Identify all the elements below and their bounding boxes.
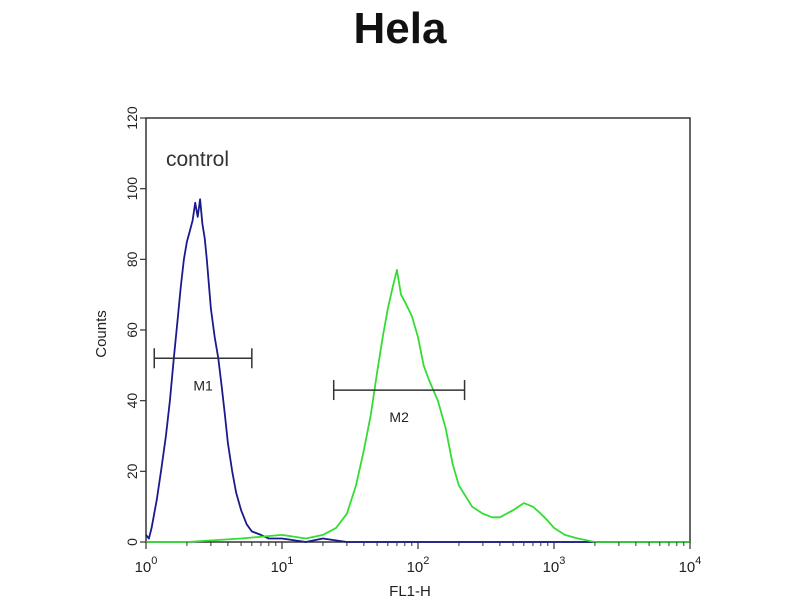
x-tick-base: 10 <box>679 559 696 576</box>
annotation-control: control <box>166 148 229 171</box>
gate-label: M1 <box>193 377 213 393</box>
x-tick-base: 10 <box>407 559 424 576</box>
y-tick-label: 60 <box>124 322 140 338</box>
x-tick-base: 10 <box>271 559 288 576</box>
histogram-series-2 <box>146 268 690 543</box>
x-tick-base: 10 <box>135 559 152 576</box>
histogram-series-1 <box>145 198 690 543</box>
y-tick-label: 120 <box>124 106 140 130</box>
x-tick-label: 104 <box>679 555 702 576</box>
plot-frame <box>145 117 691 543</box>
y-tick-label: 80 <box>124 251 140 267</box>
x-tick-label: 101 <box>271 555 294 576</box>
x-tick-exponent: 3 <box>559 555 565 567</box>
x-tick-label: 102 <box>407 555 430 576</box>
x-tick-base: 10 <box>543 559 560 576</box>
y-tick-label: 20 <box>124 463 140 479</box>
chart-title: Hela <box>353 4 447 53</box>
x-tick-exponent: 0 <box>151 555 157 567</box>
x-tick-exponent: 4 <box>695 555 701 567</box>
y-tick-label: 40 <box>124 393 140 409</box>
y-tick-label: 0 <box>124 538 140 546</box>
y-axis-label: Counts <box>93 310 110 358</box>
x-tick-label: 100 <box>135 555 158 576</box>
gate-marker-m1: M1 <box>153 348 253 393</box>
x-axis-label: FL1-H <box>389 583 431 600</box>
x-tick-label: 103 <box>543 555 566 576</box>
gate-marker-m2: M2 <box>332 380 466 425</box>
gate-label: M2 <box>389 409 409 425</box>
x-tick-exponent: 2 <box>423 555 429 567</box>
x-tick-exponent: 1 <box>287 555 293 567</box>
y-tick-label: 100 <box>124 177 140 201</box>
